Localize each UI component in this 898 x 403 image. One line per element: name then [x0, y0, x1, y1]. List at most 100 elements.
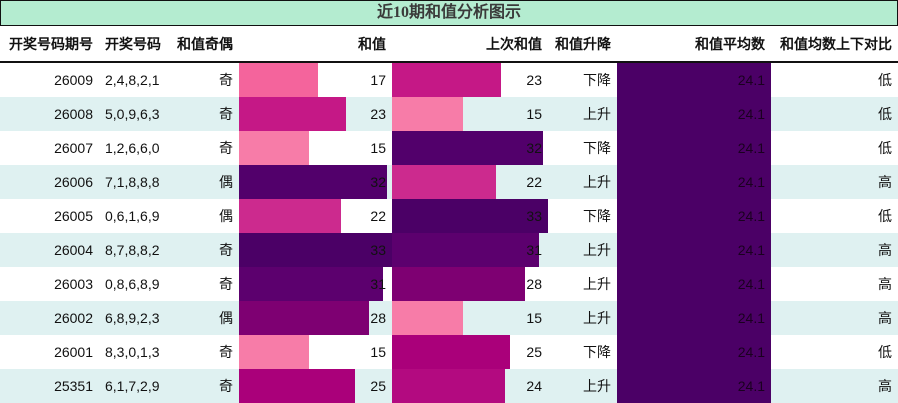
table-row: 26001 8,3,0,1,3 奇 15 25 下降 24.1 低 — [0, 335, 898, 369]
compare-cell: 高 — [771, 369, 898, 403]
sum-cell: 15 — [239, 335, 392, 369]
prev-sum-cell: 31 — [392, 233, 548, 267]
sum-cell: 23 — [239, 97, 392, 131]
issue-cell: 26004 — [0, 233, 99, 267]
sum-databar — [239, 63, 318, 97]
numbers-cell: 8,3,0,1,3 — [105, 344, 160, 360]
average-value: 24.1 — [737, 344, 765, 360]
issue-cell: 26007 — [54, 140, 93, 156]
prev-sum-value: 32 — [526, 140, 542, 156]
sum-cell: 17 — [239, 62, 392, 97]
prev-sum-cell: 33 — [392, 199, 548, 233]
sum-databar — [239, 131, 309, 165]
prev-sum-databar — [392, 165, 497, 199]
compare-cell: 高 — [771, 301, 898, 335]
header-sum[interactable]: 和值 — [239, 26, 392, 63]
compare-cell: 低 — [878, 72, 892, 88]
numbers-cell: 5,0,9,6,3 — [99, 97, 170, 131]
average-value: 24.1 — [737, 72, 765, 88]
average-value: 24.1 — [737, 140, 765, 156]
compare-cell: 低 — [771, 97, 898, 131]
parity-cell: 奇 — [219, 140, 233, 156]
header-row: 开奖号码期号 开奖号码 和值奇偶 和值 上次和值 和值升降 和值平均数 和值均数… — [0, 26, 898, 63]
sum-value: 32 — [370, 174, 386, 190]
trend-cell: 上升 — [548, 301, 617, 335]
trend-cell: 上升 — [548, 369, 617, 403]
average-value: 24.1 — [737, 242, 765, 258]
sum-cell: 33 — [239, 233, 392, 267]
sum-value: 28 — [370, 310, 386, 326]
table-row: 26009 2,4,8,2,1 奇 17 23 下降 24.1 低 — [0, 62, 898, 97]
header-average[interactable]: 和值平均数 — [617, 26, 771, 63]
average-cell: 24.1 — [617, 335, 771, 369]
sum-cell: 31 — [239, 267, 392, 301]
table-row: 25351 6,1,7,2,9 奇 25 24 上升 24.1 高 — [0, 369, 898, 403]
prev-sum-databar — [392, 369, 506, 403]
sum-databar — [239, 369, 355, 403]
numbers-cell: 6,1,7,2,9 — [99, 369, 170, 403]
average-cell: 24.1 — [617, 369, 771, 403]
prev-sum-value: 31 — [526, 242, 542, 258]
prev-sum-cell: 28 — [392, 267, 548, 301]
issue-cell: 26006 — [0, 165, 99, 199]
sum-databar — [239, 199, 342, 233]
sum-databar — [239, 301, 370, 335]
trend-cell: 下降 — [583, 208, 611, 224]
sum-cell: 32 — [239, 165, 392, 199]
sum-value: 25 — [370, 378, 386, 394]
parity-cell: 奇 — [219, 276, 233, 292]
header-numbers[interactable]: 开奖号码 — [99, 26, 170, 63]
prev-sum-value: 15 — [526, 106, 542, 122]
compare-cell: 高 — [771, 165, 898, 199]
prev-sum-value: 25 — [526, 344, 542, 360]
average-cell: 24.1 — [617, 62, 771, 97]
issue-cell: 26002 — [0, 301, 99, 335]
prev-sum-value: 33 — [526, 208, 542, 224]
trend-cell: 上升 — [583, 276, 611, 292]
numbers-cell: 2,4,8,2,1 — [105, 72, 160, 88]
trend-cell: 下降 — [583, 72, 611, 88]
header-trend[interactable]: 和值升降 — [548, 26, 617, 63]
header-issue[interactable]: 开奖号码期号 — [0, 26, 99, 63]
parity-cell: 奇 — [170, 97, 239, 131]
header-compare[interactable]: 和值均数上下对比 — [771, 26, 898, 63]
numbers-cell: 6,8,9,2,3 — [99, 301, 170, 335]
average-value: 24.1 — [737, 208, 765, 224]
table-row: 26008 5,0,9,6,3 奇 23 15 上升 24.1 低 — [0, 97, 898, 131]
prev-sum-value: 28 — [526, 276, 542, 292]
prev-sum-databar — [392, 63, 501, 97]
sum-databar — [239, 97, 346, 131]
sum-databar — [239, 233, 392, 267]
header-prev-sum[interactable]: 上次和值 — [392, 26, 548, 63]
compare-cell: 低 — [878, 208, 892, 224]
numbers-cell: 1,2,6,6,0 — [105, 140, 160, 156]
prev-sum-cell: 15 — [392, 97, 548, 131]
prev-sum-cell: 22 — [392, 165, 548, 199]
issue-cell: 26009 — [54, 72, 93, 88]
sum-value: 15 — [370, 344, 386, 360]
numbers-cell: 7,1,8,8,8 — [99, 165, 170, 199]
average-value: 24.1 — [737, 276, 765, 292]
parity-cell: 奇 — [170, 233, 239, 267]
parity-cell: 偶 — [170, 301, 239, 335]
header-parity[interactable]: 和值奇偶 — [170, 26, 239, 63]
sum-databar — [239, 335, 309, 369]
prev-sum-cell: 32 — [392, 131, 548, 165]
average-value: 24.1 — [737, 310, 765, 326]
table-row: 26003 0,8,6,8,9 奇 31 28 上升 24.1 高 — [0, 267, 898, 301]
trend-cell: 上升 — [548, 97, 617, 131]
sum-value: 23 — [370, 106, 386, 122]
average-value: 24.1 — [737, 106, 765, 122]
sum-cell: 15 — [239, 131, 392, 165]
parity-cell: 奇 — [170, 369, 239, 403]
average-cell: 24.1 — [617, 233, 771, 267]
sum-value: 33 — [370, 242, 386, 258]
average-cell: 24.1 — [617, 131, 771, 165]
average-cell: 24.1 — [617, 97, 771, 131]
prev-sum-value: 15 — [526, 310, 542, 326]
compare-cell: 高 — [878, 276, 892, 292]
prev-sum-cell: 15 — [392, 301, 548, 335]
prev-sum-databar — [392, 97, 463, 131]
issue-cell: 26008 — [0, 97, 99, 131]
sum-cell: 25 — [239, 369, 392, 403]
